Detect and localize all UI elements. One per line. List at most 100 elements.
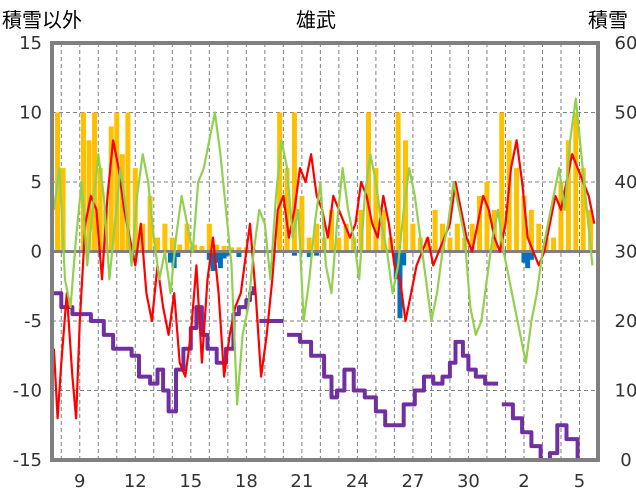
blue-bar <box>528 251 534 260</box>
snow-depth-line <box>287 332 499 428</box>
y-left-tick-label: 10 <box>19 103 42 124</box>
y-left-tick-label: -10 <box>13 381 42 402</box>
yellow-bar <box>440 223 446 252</box>
yellow-bar <box>192 244 198 252</box>
y-left-tick-label: -5 <box>24 311 42 332</box>
blue-bar <box>291 251 297 256</box>
yellow-bar <box>80 112 86 252</box>
blue-bar <box>306 251 312 258</box>
yellow-bar <box>162 223 168 252</box>
yellow-bar <box>521 195 527 252</box>
y-right-tick-label: 40 <box>615 172 636 193</box>
yellow-bar <box>410 223 416 252</box>
blue-bar <box>206 251 212 260</box>
y-right-tick-label: 20 <box>615 311 636 332</box>
x-tick-label: 2 <box>518 471 529 492</box>
left-axis-title: 積雪以外 <box>2 8 82 32</box>
yellow-bar <box>432 209 438 252</box>
yellow-bar <box>199 245 205 252</box>
y-left-tick-label: 15 <box>19 33 42 54</box>
blue-bar <box>393 251 399 280</box>
x-tick-label: 21 <box>290 471 313 492</box>
yellow-bar <box>499 112 505 252</box>
yellow-bar <box>484 182 490 252</box>
yellow-bar <box>60 168 66 252</box>
blue-bar <box>175 251 181 258</box>
yellow-bar <box>328 209 334 252</box>
yellow-bar <box>86 140 92 252</box>
yellow-bar <box>169 237 175 252</box>
yellow-bar <box>558 182 564 252</box>
x-tick-label: 27 <box>401 471 424 492</box>
yellow-bar <box>447 237 453 252</box>
yellow-bar <box>454 223 460 252</box>
x-tick-label: 5 <box>574 471 585 492</box>
yellow-bar <box>514 168 520 252</box>
yellow-bar <box>184 223 190 252</box>
yellow-bar <box>528 209 534 252</box>
x-tick-label: 24 <box>346 471 369 492</box>
blue-bar <box>210 251 216 271</box>
yellow-bar <box>177 244 183 252</box>
yellow-bar <box>477 195 483 252</box>
yellow-bar <box>565 140 571 252</box>
blue-bar <box>521 251 527 263</box>
yellow-bar <box>229 247 235 252</box>
yellow-bar <box>373 168 379 252</box>
yellow-bar <box>214 244 220 252</box>
chart-title: 雄武 <box>296 8 336 32</box>
y-right-tick-label: 60 <box>615 33 636 54</box>
yellow-bar <box>125 112 131 252</box>
yellow-bar <box>306 237 312 252</box>
yellow-bar <box>469 223 475 252</box>
yellow-bar <box>365 112 371 252</box>
yellow-bar <box>343 223 349 252</box>
x-tick-label: 18 <box>235 471 258 492</box>
blue-bar <box>217 251 223 269</box>
yellow-bar <box>284 168 290 252</box>
y-left-tick-label: 5 <box>31 172 42 193</box>
plot-frame <box>50 41 600 462</box>
y-left-tick-label: 0 <box>31 242 42 263</box>
x-tick-label: 15 <box>179 471 202 492</box>
yellow-bar <box>154 237 160 252</box>
x-tick-label: 30 <box>457 471 480 492</box>
blue-bar <box>225 251 231 256</box>
yellow-bar <box>314 223 320 252</box>
yellow-bar <box>236 247 242 252</box>
blue-bar <box>236 251 242 258</box>
y-right-tick-label: 0 <box>620 450 631 471</box>
yellow-bar <box>147 195 153 252</box>
yellow-bar <box>221 245 227 252</box>
yellow-bar <box>277 112 283 252</box>
yellow-bar <box>291 112 297 252</box>
yellow-bar <box>299 195 305 252</box>
yellow-bar <box>551 237 557 252</box>
blue-bar <box>167 251 173 263</box>
blue-bar <box>221 251 227 259</box>
y-left-tick-label: -15 <box>13 450 42 471</box>
yellow-bar <box>108 126 114 252</box>
right-axis-title: 積雪 <box>588 8 628 32</box>
blue-bar <box>401 251 407 266</box>
snow-depth-line <box>501 402 597 462</box>
yellow-bar <box>206 223 212 252</box>
x-tick-label: 12 <box>124 471 147 492</box>
yellow-bar <box>114 112 120 252</box>
blue-bar <box>525 251 531 269</box>
yellow-bar <box>97 168 103 252</box>
y-right-tick-label: 10 <box>615 381 636 402</box>
green-series-line <box>52 97 594 406</box>
yellow-bar <box>358 209 364 252</box>
yellow-bar <box>395 112 401 252</box>
yellow-bar <box>425 237 431 252</box>
yellow-bar <box>536 223 542 252</box>
blue-bar <box>314 251 320 256</box>
yellow-bar <box>336 237 342 252</box>
x-tick-label: 9 <box>74 471 85 492</box>
blue-bar <box>214 251 220 263</box>
yellow-bar <box>588 209 594 252</box>
y-right-tick-label: 30 <box>615 242 636 263</box>
